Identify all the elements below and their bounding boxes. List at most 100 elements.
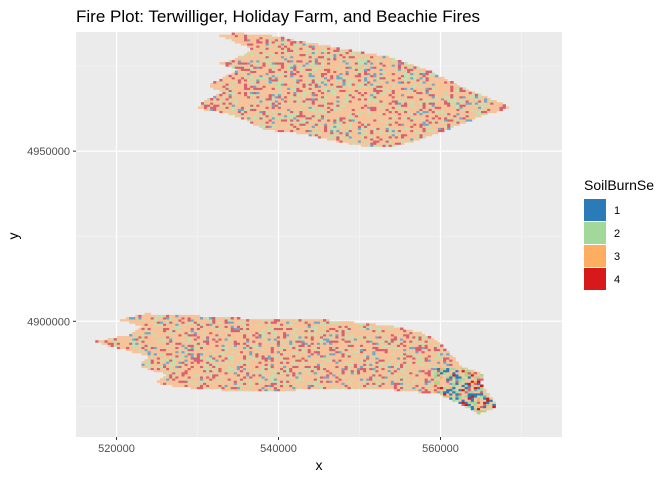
raster-cell bbox=[320, 95, 325, 99]
raster-cell bbox=[410, 112, 414, 116]
raster-cell bbox=[370, 91, 374, 95]
raster-cell bbox=[296, 129, 300, 133]
raster-cell bbox=[385, 140, 390, 143]
raster-cell bbox=[276, 380, 281, 383]
raster-cell bbox=[481, 112, 485, 116]
raster-cell bbox=[289, 376, 293, 379]
raster-cell bbox=[224, 367, 229, 371]
raster-cell bbox=[444, 78, 448, 82]
raster-cell bbox=[264, 380, 269, 383]
raster-cell bbox=[239, 371, 244, 375]
raster-cell bbox=[314, 72, 319, 76]
raster-cell bbox=[351, 59, 356, 63]
raster-cell bbox=[357, 53, 362, 57]
raster-cell bbox=[431, 102, 436, 105]
raster-cell bbox=[250, 40, 254, 44]
raster-cell bbox=[237, 87, 242, 90]
raster-cell bbox=[455, 399, 459, 402]
raster-cell bbox=[467, 380, 472, 383]
raster-cell bbox=[320, 121, 325, 124]
raster-cell bbox=[336, 64, 340, 67]
raster-cell bbox=[390, 380, 395, 383]
raster-cell bbox=[305, 95, 310, 99]
raster-cell bbox=[467, 401, 472, 404]
raster-cell bbox=[425, 125, 430, 128]
raster-cell bbox=[329, 357, 333, 360]
raster-cell bbox=[330, 64, 334, 67]
raster-cell bbox=[159, 378, 164, 381]
raster-cell bbox=[359, 384, 364, 388]
raster-cell bbox=[280, 74, 285, 78]
raster-cell bbox=[166, 371, 170, 375]
raster-cell bbox=[342, 83, 346, 86]
raster-cell bbox=[376, 140, 380, 143]
raster-cell bbox=[418, 373, 422, 377]
raster-cell bbox=[261, 373, 265, 377]
raster-cell bbox=[327, 91, 331, 95]
raster-cell bbox=[369, 367, 373, 371]
raster-cell bbox=[307, 369, 312, 373]
raster-cell bbox=[384, 386, 389, 390]
raster-cell bbox=[367, 116, 371, 120]
raster-cell bbox=[336, 66, 340, 69]
raster-cell bbox=[190, 359, 195, 362]
raster-cell bbox=[252, 354, 256, 358]
raster-cell bbox=[324, 108, 328, 112]
raster-cell bbox=[320, 76, 325, 80]
raster-cell bbox=[283, 357, 287, 360]
raster-cell bbox=[333, 49, 337, 52]
raster-cell bbox=[319, 376, 324, 379]
raster-cell bbox=[290, 49, 294, 52]
raster-cell bbox=[280, 91, 285, 95]
raster-cell bbox=[311, 66, 316, 69]
raster-cell bbox=[283, 373, 287, 377]
raster-cell bbox=[419, 83, 423, 86]
raster-cell bbox=[468, 112, 473, 116]
raster-cell bbox=[434, 85, 439, 88]
raster-cell bbox=[277, 95, 282, 99]
raster-cell bbox=[259, 36, 263, 40]
raster-cell bbox=[450, 95, 454, 99]
raster-cell bbox=[335, 369, 339, 373]
raster-cell bbox=[480, 399, 484, 402]
raster-cell bbox=[265, 127, 270, 131]
raster-cell bbox=[287, 74, 291, 78]
raster-cell bbox=[446, 388, 450, 392]
raster-cell bbox=[224, 382, 229, 385]
raster-cell bbox=[333, 85, 337, 88]
raster-cell bbox=[473, 397, 478, 400]
raster-cell bbox=[410, 129, 414, 133]
raster-cell bbox=[330, 70, 334, 74]
raster-cell bbox=[250, 85, 254, 88]
raster-cell bbox=[357, 83, 362, 86]
raster-cell bbox=[215, 369, 219, 373]
raster-cell bbox=[172, 378, 176, 381]
raster-cell bbox=[215, 359, 219, 362]
raster-cell bbox=[324, 100, 328, 103]
raster-cell bbox=[379, 72, 383, 76]
raster-cell bbox=[388, 91, 393, 95]
raster-cell bbox=[382, 119, 386, 122]
raster-cell bbox=[339, 97, 343, 101]
raster-cell bbox=[462, 119, 467, 122]
raster-cell bbox=[476, 390, 481, 394]
raster-cell bbox=[425, 131, 430, 135]
raster-cell bbox=[341, 365, 345, 369]
raster-cell bbox=[327, 135, 331, 139]
raster-cell bbox=[484, 112, 488, 116]
raster-cell bbox=[394, 72, 399, 76]
raster-cell bbox=[424, 380, 429, 383]
raster-cell bbox=[404, 140, 408, 143]
raster-cell bbox=[289, 369, 293, 373]
raster-cell bbox=[345, 62, 350, 65]
raster-cell bbox=[256, 100, 260, 103]
raster-cell bbox=[317, 83, 322, 86]
raster-cell bbox=[350, 369, 355, 373]
raster-cell bbox=[433, 386, 438, 390]
raster-cell bbox=[452, 399, 456, 402]
raster-cell bbox=[422, 110, 426, 114]
raster-cell bbox=[379, 62, 383, 65]
raster-cell bbox=[279, 376, 284, 379]
raster-cell bbox=[247, 119, 251, 122]
raster-cell bbox=[200, 104, 205, 107]
